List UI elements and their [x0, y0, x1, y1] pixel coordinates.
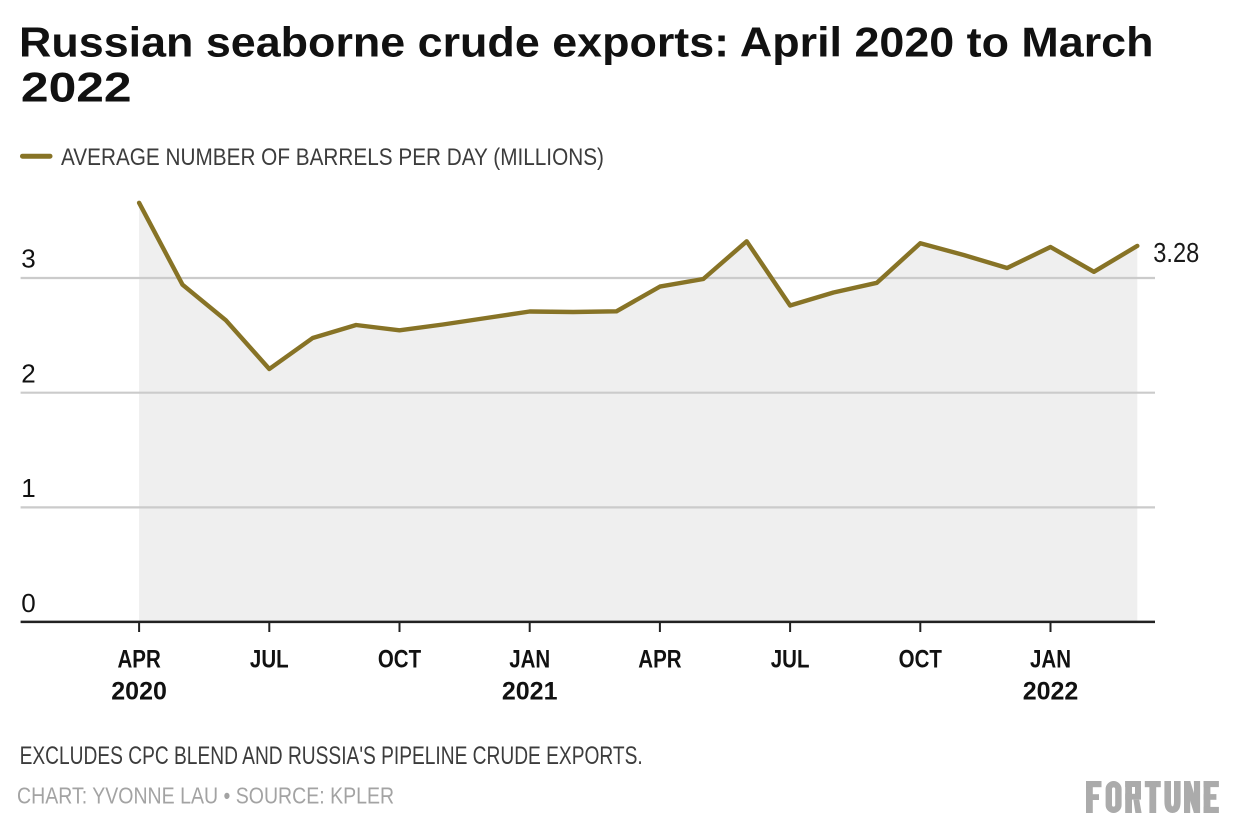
svg-text:3.28: 3.28: [1153, 238, 1199, 268]
svg-text:JUL: JUL: [771, 645, 810, 673]
svg-text:0: 0: [21, 588, 35, 618]
svg-text:2: 2: [21, 358, 35, 388]
svg-text:2022: 2022: [21, 63, 132, 110]
svg-text:AVERAGE NUMBER OF BARRELS PER: AVERAGE NUMBER OF BARRELS PER DAY (MILLI…: [61, 144, 604, 171]
svg-text:JAN: JAN: [1030, 645, 1071, 673]
svg-text:Russian seaborne crude exports: Russian seaborne crude exports: April 20…: [19, 20, 1153, 66]
svg-text:JUL: JUL: [250, 645, 289, 673]
svg-text:2021: 2021: [502, 678, 558, 706]
svg-text:JAN: JAN: [509, 645, 550, 673]
svg-text:2020: 2020: [111, 678, 167, 706]
svg-text:OCT: OCT: [899, 645, 942, 673]
svg-text:APR: APR: [638, 645, 682, 673]
svg-text:OCT: OCT: [378, 645, 421, 673]
svg-text:APR: APR: [117, 645, 161, 673]
svg-text:1: 1: [21, 473, 35, 503]
svg-text:CHART: YVONNE LAU • SOURCE: KP: CHART: YVONNE LAU • SOURCE: KPLER: [17, 783, 394, 809]
svg-text:3: 3: [21, 244, 35, 274]
svg-text:EXCLUDES CPC BLEND AND RUSSIA': EXCLUDES CPC BLEND AND RUSSIA'S PIPELINE…: [20, 741, 643, 769]
svg-text:2022: 2022: [1023, 678, 1079, 706]
